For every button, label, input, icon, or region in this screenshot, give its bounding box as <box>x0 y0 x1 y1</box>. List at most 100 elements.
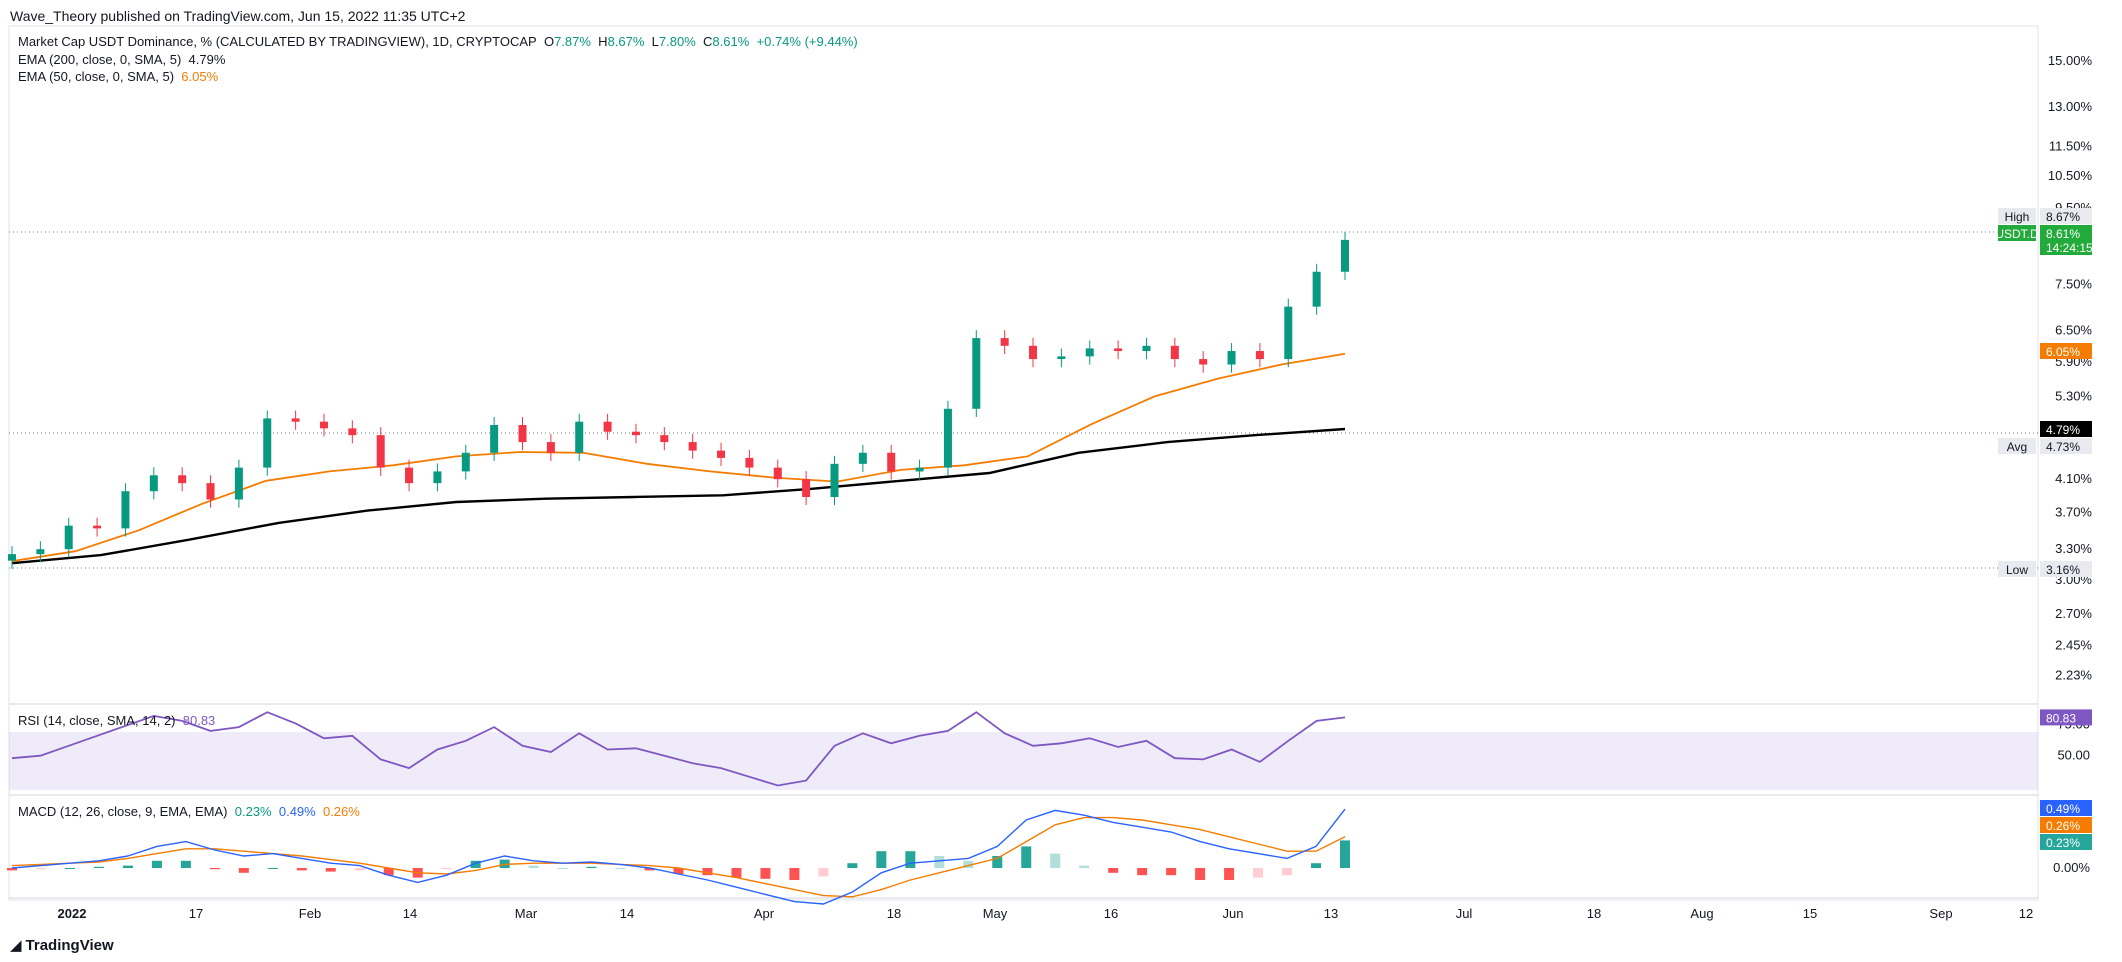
price-axis-tick: 3.30% <box>2055 541 2092 556</box>
ema50-legend[interactable]: EMA (50, close, 0, SMA, 5) 6.05% <box>18 69 218 84</box>
macd-histogram-bar <box>1166 868 1177 876</box>
tradingview-logo-text: TradingView <box>25 937 114 954</box>
candle[interactable] <box>802 471 811 506</box>
candle-body <box>8 554 16 561</box>
macd-legend[interactable]: MACD (12, 26, close, 9, EMA, EMA) 0.23% … <box>18 804 360 819</box>
ema200-line[interactable] <box>11 427 1346 565</box>
candle[interactable] <box>461 444 470 480</box>
candle[interactable] <box>291 410 300 430</box>
candle[interactable] <box>263 410 272 476</box>
candle[interactable] <box>1227 343 1236 373</box>
candle-body <box>1341 239 1349 272</box>
candle[interactable] <box>1000 330 1009 354</box>
candle-body <box>717 450 726 458</box>
macd-histogram-bar <box>180 860 191 868</box>
macd-line[interactable] <box>11 808 1346 905</box>
macd-histogram-bar <box>35 868 46 870</box>
macd-histogram-bar <box>7 868 17 871</box>
rsi-line[interactable] <box>11 711 1346 787</box>
avg-price-label-tag-text: Avg <box>2007 440 2027 454</box>
ema200-label: EMA (200, close, 0, SMA, 5) <box>18 52 182 67</box>
candle[interactable] <box>1114 340 1123 360</box>
candle[interactable] <box>1312 263 1321 315</box>
candle[interactable] <box>546 434 555 461</box>
low-price-label-tag-text: Low <box>2006 563 2028 577</box>
candle[interactable] <box>93 517 102 537</box>
macd-histogram-bar <box>963 860 974 868</box>
candle[interactable] <box>773 459 782 488</box>
candle-body <box>575 421 584 453</box>
candle[interactable] <box>348 420 357 444</box>
candle[interactable] <box>319 413 328 437</box>
candle[interactable] <box>36 541 45 563</box>
price-axis-tick: 2.45% <box>2055 637 2092 652</box>
candle[interactable] <box>603 413 612 440</box>
macd-histogram-bar <box>64 868 75 869</box>
rsi-legend[interactable]: RSI (14, close, SMA, 14, 2) 80.83 <box>18 713 215 728</box>
macd-value-text: 0.26% <box>2046 819 2080 833</box>
candle[interactable] <box>745 449 754 476</box>
candle[interactable] <box>1085 340 1094 365</box>
time-axis-tick: 12 <box>2019 906 2033 921</box>
candle[interactable] <box>1142 337 1151 360</box>
candle[interactable] <box>234 459 243 508</box>
ema50-line[interactable] <box>11 352 1346 563</box>
candle[interactable] <box>688 434 697 459</box>
avg-price-label-value: 4.73% <box>2046 440 2080 454</box>
candle[interactable] <box>1057 348 1066 368</box>
time-axis-tick: Aug <box>1690 906 1713 921</box>
macd-histogram-bar <box>528 865 539 868</box>
candle[interactable] <box>149 467 158 500</box>
candle[interactable] <box>376 427 385 476</box>
candle-body <box>461 452 470 472</box>
macd-histogram-bar <box>1108 868 1119 873</box>
rsi-value-label: 80.83 <box>2040 709 2092 726</box>
candle[interactable] <box>915 459 924 480</box>
candle[interactable] <box>490 417 499 461</box>
candle[interactable] <box>830 455 839 506</box>
candle[interactable] <box>1255 343 1264 368</box>
candle[interactable] <box>887 444 896 480</box>
candle-body <box>149 475 158 492</box>
candle[interactable] <box>631 423 640 444</box>
candle[interactable] <box>405 459 414 492</box>
candle[interactable] <box>206 475 215 508</box>
legend-title: Market Cap USDT Dominance, % (CALCULATED… <box>18 34 537 49</box>
time-axis-tick: Feb <box>299 906 321 921</box>
time-axis-tick: May <box>983 906 1008 921</box>
candle[interactable] <box>660 427 669 451</box>
candle[interactable] <box>943 400 952 476</box>
candle[interactable] <box>1284 298 1293 368</box>
ema50-value: 6.05% <box>181 69 219 84</box>
candle[interactable] <box>1029 337 1038 368</box>
candle-body <box>1000 338 1009 346</box>
candle-body <box>348 428 357 436</box>
macd-histogram-bar <box>818 868 829 877</box>
macd-signal-line[interactable] <box>11 816 1346 898</box>
candle[interactable] <box>858 444 867 472</box>
rsi-value-text: 80.83 <box>2046 711 2076 725</box>
ema200-value: 4.79% <box>188 52 226 67</box>
candle[interactable] <box>575 413 584 461</box>
candle[interactable] <box>178 467 187 492</box>
candle-body <box>1170 345 1179 360</box>
ema200-legend[interactable]: EMA (200, close, 0, SMA, 5) 4.79% <box>18 52 225 67</box>
legend-change: +0.74% (+9.44%) <box>756 34 858 49</box>
candle[interactable] <box>64 517 73 558</box>
avg-price-label: Avg 4.73% <box>1998 438 2092 454</box>
candle-body <box>830 463 839 497</box>
candle[interactable] <box>121 483 130 537</box>
candle[interactable] <box>518 417 527 451</box>
candle[interactable] <box>717 442 726 467</box>
candle[interactable] <box>433 463 442 492</box>
candle[interactable] <box>8 546 16 569</box>
macd-histogram-bar <box>934 856 945 868</box>
candle[interactable] <box>1199 351 1208 373</box>
candle[interactable] <box>1170 337 1179 368</box>
ema200-price-label-box <box>2040 421 2092 437</box>
candle[interactable] <box>1341 231 1349 280</box>
candle[interactable] <box>972 330 981 417</box>
tradingview-logo[interactable]: ◢ TradingView <box>10 936 114 954</box>
